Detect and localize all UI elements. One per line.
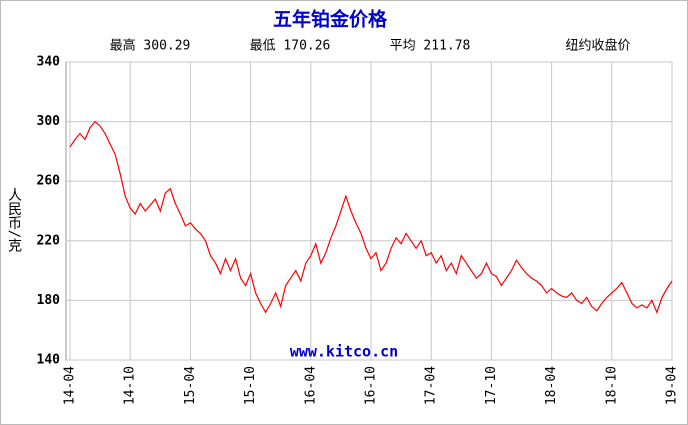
y-tick-label: 220 (37, 233, 61, 248)
x-tick-label: 18-10 (604, 366, 619, 405)
y-tick-label: 300 (37, 114, 61, 129)
x-tick-label: 14-04 (63, 366, 78, 405)
x-tick-label: 16-10 (364, 366, 379, 405)
x-tick-label: 16-04 (303, 366, 318, 405)
chart-title: 五年铂金价格 (273, 8, 388, 31)
y-tick-label: 140 (37, 353, 61, 368)
x-tick-label: 17-04 (424, 366, 439, 405)
x-tick-label: 17-10 (484, 366, 499, 405)
price-line (69, 120, 673, 314)
x-tick-label: 19-04 (665, 366, 680, 405)
x-tick-label: 14-10 (123, 366, 138, 405)
y-tick-label: 260 (37, 174, 61, 189)
x-tick-label: 15-04 (183, 366, 198, 405)
watermark: www.kitco.cn (290, 343, 398, 361)
y-tick-label: 340 (37, 55, 61, 70)
x-tick-label: 18-04 (544, 366, 559, 405)
x-tick-label: 15-10 (243, 366, 258, 405)
stat: 最高 300.29 (110, 38, 191, 54)
y-axis-label: 人民币/克 (6, 188, 22, 254)
subtitle: 纽约收盘价 (565, 38, 630, 54)
y-tick-label: 180 (37, 293, 61, 308)
stat: 平均 211.78 (390, 39, 471, 54)
plot-area (65, 61, 673, 361)
stat: 最低 170.26 (250, 39, 331, 54)
